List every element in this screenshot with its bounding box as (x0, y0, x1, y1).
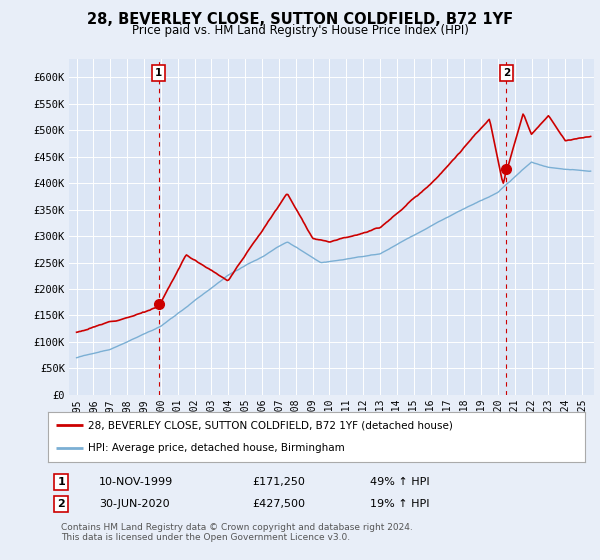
Text: 19% ↑ HPI: 19% ↑ HPI (370, 499, 430, 509)
Text: 30-JUN-2020: 30-JUN-2020 (99, 499, 170, 509)
Text: 28, BEVERLEY CLOSE, SUTTON COLDFIELD, B72 1YF (detached house): 28, BEVERLEY CLOSE, SUTTON COLDFIELD, B7… (88, 420, 453, 430)
Text: 10-NOV-1999: 10-NOV-1999 (99, 477, 173, 487)
Text: Price paid vs. HM Land Registry's House Price Index (HPI): Price paid vs. HM Land Registry's House … (131, 24, 469, 37)
Text: £171,250: £171,250 (252, 477, 305, 487)
Text: 28, BEVERLEY CLOSE, SUTTON COLDFIELD, B72 1YF: 28, BEVERLEY CLOSE, SUTTON COLDFIELD, B7… (87, 12, 513, 27)
Text: HPI: Average price, detached house, Birmingham: HPI: Average price, detached house, Birm… (88, 444, 345, 454)
Text: Contains HM Land Registry data © Crown copyright and database right 2024.
This d: Contains HM Land Registry data © Crown c… (61, 523, 413, 542)
Text: 49% ↑ HPI: 49% ↑ HPI (370, 477, 430, 487)
Text: £427,500: £427,500 (252, 499, 305, 509)
Text: 1: 1 (58, 477, 65, 487)
Text: 2: 2 (503, 68, 510, 78)
Text: 2: 2 (58, 499, 65, 509)
Text: 1: 1 (155, 68, 163, 78)
